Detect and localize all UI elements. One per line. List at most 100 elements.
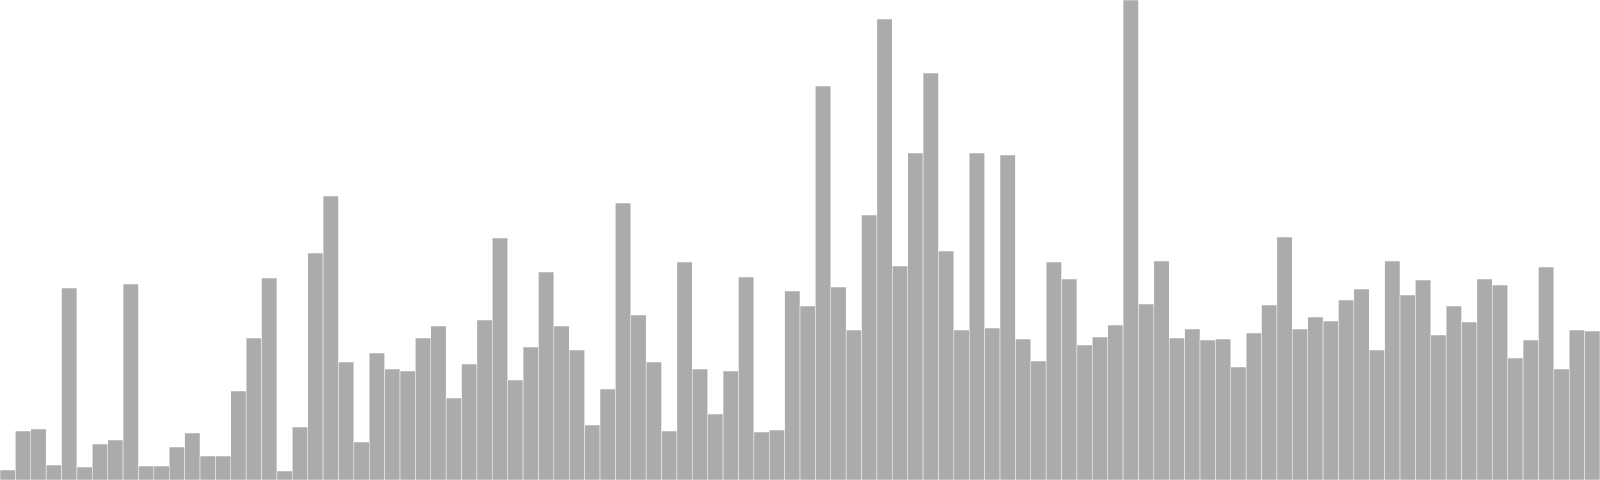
bar-34 bbox=[507, 379, 524, 480]
bar-92 bbox=[1399, 294, 1416, 480]
bar-75 bbox=[1138, 303, 1155, 480]
bar-40 bbox=[599, 388, 616, 480]
bar-78 bbox=[1184, 328, 1201, 480]
bar-57 bbox=[861, 214, 878, 480]
bar-90 bbox=[1368, 349, 1385, 480]
bar-55 bbox=[830, 286, 847, 480]
bar-87 bbox=[1322, 320, 1339, 480]
bar-56 bbox=[845, 329, 862, 480]
bar-13 bbox=[184, 432, 201, 480]
bar-30 bbox=[445, 397, 462, 480]
bar-44 bbox=[661, 430, 678, 480]
bar-83 bbox=[1261, 304, 1278, 480]
bar-18 bbox=[261, 277, 278, 480]
bar-47 bbox=[707, 413, 724, 480]
bar-15 bbox=[215, 455, 232, 480]
bar-86 bbox=[1307, 316, 1324, 480]
bar-3 bbox=[30, 428, 47, 480]
bar-65 bbox=[984, 327, 1001, 480]
bar-51 bbox=[768, 429, 785, 480]
bar-27 bbox=[399, 370, 416, 480]
bar-61 bbox=[922, 72, 939, 480]
bar-14 bbox=[199, 455, 216, 480]
bar-20 bbox=[292, 426, 308, 480]
bar-98 bbox=[1492, 284, 1508, 480]
bar-39 bbox=[584, 424, 601, 480]
bar-59 bbox=[892, 265, 908, 480]
bar-50 bbox=[753, 431, 770, 480]
bar-80 bbox=[1215, 338, 1232, 480]
bar-22 bbox=[322, 195, 339, 480]
bar-63 bbox=[953, 329, 970, 480]
bar-38 bbox=[568, 349, 585, 480]
bar-72 bbox=[1092, 336, 1108, 480]
bar-96 bbox=[1461, 321, 1478, 480]
bar-71 bbox=[1076, 344, 1093, 480]
bar-103 bbox=[1568, 329, 1585, 480]
bar-19 bbox=[276, 470, 293, 480]
bar-1 bbox=[0, 469, 16, 480]
bar-21 bbox=[307, 252, 324, 480]
bar-5 bbox=[61, 287, 78, 480]
bar-53 bbox=[799, 305, 816, 480]
bar-97 bbox=[1476, 278, 1493, 480]
bar-10 bbox=[138, 465, 155, 480]
bar-43 bbox=[645, 361, 662, 480]
bar-62 bbox=[938, 250, 955, 480]
bar-2 bbox=[15, 430, 32, 480]
bar-23 bbox=[338, 361, 355, 480]
bar-81 bbox=[1230, 366, 1247, 480]
bar-60 bbox=[907, 152, 924, 480]
bar-54 bbox=[815, 85, 832, 480]
bar-46 bbox=[692, 368, 708, 480]
bar-77 bbox=[1168, 337, 1185, 480]
bar-42 bbox=[630, 314, 647, 480]
bar-85 bbox=[1292, 328, 1308, 480]
bar-52 bbox=[784, 290, 801, 480]
bar-41 bbox=[615, 202, 632, 480]
bar-94 bbox=[1430, 334, 1447, 480]
bar-68 bbox=[1030, 360, 1047, 480]
bar-66 bbox=[999, 154, 1016, 480]
bar-31 bbox=[461, 363, 478, 480]
bar-76 bbox=[1153, 260, 1170, 480]
bar-88 bbox=[1338, 299, 1355, 480]
bar-102 bbox=[1553, 368, 1570, 480]
bar-91 bbox=[1384, 260, 1401, 480]
bar-70 bbox=[1061, 278, 1078, 480]
bar-89 bbox=[1353, 288, 1370, 480]
bar-16 bbox=[230, 390, 247, 480]
bar-100 bbox=[1522, 339, 1539, 480]
bar-79 bbox=[1199, 339, 1216, 480]
bar-93 bbox=[1415, 279, 1432, 480]
bar-45 bbox=[676, 261, 693, 480]
bar-32 bbox=[476, 319, 493, 480]
bar-28 bbox=[415, 337, 432, 480]
bar-99 bbox=[1507, 357, 1524, 480]
bar-29 bbox=[430, 325, 447, 480]
bar-26 bbox=[384, 368, 401, 480]
bar-4 bbox=[45, 464, 62, 480]
bar-8 bbox=[107, 439, 124, 480]
bar-49 bbox=[738, 276, 755, 480]
bar-67 bbox=[1015, 338, 1032, 480]
bar-101 bbox=[1538, 266, 1555, 480]
bar-74 bbox=[1122, 0, 1139, 480]
bar-17 bbox=[245, 337, 262, 480]
bar-95 bbox=[1445, 305, 1462, 480]
bar-48 bbox=[722, 370, 739, 480]
bar-25 bbox=[368, 352, 385, 480]
bar-64 bbox=[968, 152, 985, 480]
bar-24 bbox=[353, 441, 370, 480]
bar-11 bbox=[153, 465, 170, 480]
bar-37 bbox=[553, 325, 570, 480]
bar-6 bbox=[76, 466, 93, 480]
bar-73 bbox=[1107, 324, 1124, 480]
bar-36 bbox=[538, 271, 555, 480]
bar-9 bbox=[122, 283, 139, 480]
bar-69 bbox=[1045, 261, 1062, 480]
bar-12 bbox=[168, 446, 185, 480]
bar-33 bbox=[492, 237, 508, 480]
bar-82 bbox=[1245, 332, 1262, 480]
